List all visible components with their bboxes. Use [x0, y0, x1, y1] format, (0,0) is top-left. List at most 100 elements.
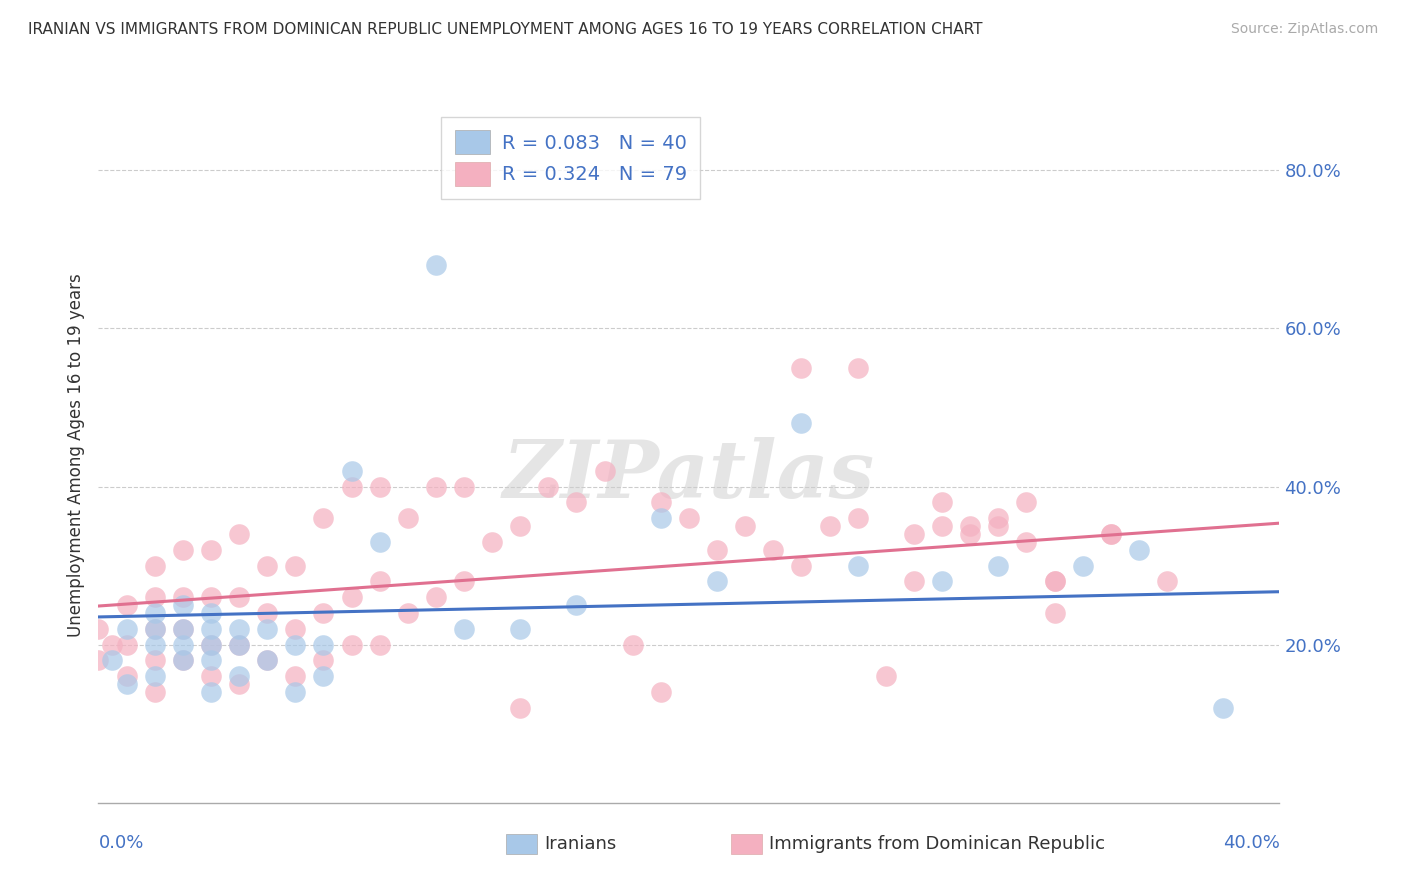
Point [256, 653, 278, 667]
Point [1128, 542, 1150, 557]
Point [846, 558, 869, 573]
Point [846, 360, 869, 375]
Point [228, 622, 250, 636]
Text: Source: ZipAtlas.com: Source: ZipAtlas.com [1230, 22, 1378, 37]
Point [312, 511, 335, 525]
Point [340, 479, 363, 493]
Point [368, 479, 391, 493]
Point [256, 653, 278, 667]
Point [143, 606, 166, 620]
Point [734, 519, 756, 533]
Point [200, 622, 222, 636]
Point [228, 677, 250, 691]
Y-axis label: Unemployment Among Ages 16 to 19 years: Unemployment Among Ages 16 to 19 years [66, 273, 84, 637]
Point [200, 685, 222, 699]
Point [593, 464, 616, 478]
Point [987, 511, 1010, 525]
Point [396, 511, 419, 525]
Point [425, 479, 447, 493]
Point [1156, 574, 1178, 589]
Point [818, 519, 841, 533]
Point [509, 519, 531, 533]
Point [172, 622, 194, 636]
Point [1015, 534, 1038, 549]
Point [143, 685, 166, 699]
Point [1015, 495, 1038, 509]
Point [172, 653, 194, 667]
Point [1099, 527, 1122, 541]
Point [565, 598, 588, 612]
Point [143, 591, 166, 605]
Point [368, 534, 391, 549]
Point [312, 669, 335, 683]
Point [284, 638, 307, 652]
Point [650, 495, 672, 509]
Point [143, 622, 166, 636]
Point [115, 622, 138, 636]
Point [959, 527, 981, 541]
Point [228, 638, 250, 652]
Point [706, 574, 728, 589]
Point [762, 542, 785, 557]
Point [143, 653, 166, 667]
Point [101, 638, 124, 652]
Legend: R = 0.083   N = 40, R = 0.324   N = 79: R = 0.083 N = 40, R = 0.324 N = 79 [441, 117, 700, 199]
Point [790, 360, 813, 375]
Text: 40.0%: 40.0% [1223, 834, 1279, 852]
Point [537, 479, 560, 493]
Point [172, 653, 194, 667]
Point [959, 519, 981, 533]
Point [256, 558, 278, 573]
Point [200, 638, 222, 652]
Text: ZIPatlas: ZIPatlas [503, 437, 875, 515]
Point [396, 606, 419, 620]
Point [706, 542, 728, 557]
Point [200, 606, 222, 620]
Point [312, 638, 335, 652]
Point [200, 653, 222, 667]
Point [172, 542, 194, 557]
Point [509, 622, 531, 636]
Point [1099, 527, 1122, 541]
Point [846, 511, 869, 525]
Point [453, 574, 475, 589]
Point [200, 542, 222, 557]
Point [143, 558, 166, 573]
Point [931, 495, 953, 509]
Point [931, 574, 953, 589]
Point [340, 591, 363, 605]
Point [790, 417, 813, 431]
Point [284, 669, 307, 683]
Point [481, 534, 503, 549]
Point [875, 669, 897, 683]
Point [565, 495, 588, 509]
Point [509, 701, 531, 715]
Point [172, 638, 194, 652]
Point [1212, 701, 1234, 715]
Point [284, 558, 307, 573]
Point [256, 606, 278, 620]
Point [650, 685, 672, 699]
Point [368, 638, 391, 652]
Point [172, 598, 194, 612]
Point [903, 527, 925, 541]
Point [368, 574, 391, 589]
Point [143, 638, 166, 652]
Point [228, 669, 250, 683]
Point [425, 591, 447, 605]
Point [621, 638, 644, 652]
Point [790, 558, 813, 573]
Point [987, 558, 1010, 573]
Point [200, 669, 222, 683]
Point [115, 638, 138, 652]
Point [228, 638, 250, 652]
Point [312, 606, 335, 620]
Text: IRANIAN VS IMMIGRANTS FROM DOMINICAN REPUBLIC UNEMPLOYMENT AMONG AGES 16 TO 19 Y: IRANIAN VS IMMIGRANTS FROM DOMINICAN REP… [28, 22, 983, 37]
Point [143, 622, 166, 636]
Point [172, 591, 194, 605]
Point [101, 653, 124, 667]
Point [425, 258, 447, 272]
Point [903, 574, 925, 589]
Text: Iranians: Iranians [544, 835, 616, 853]
Text: Immigrants from Dominican Republic: Immigrants from Dominican Republic [769, 835, 1105, 853]
